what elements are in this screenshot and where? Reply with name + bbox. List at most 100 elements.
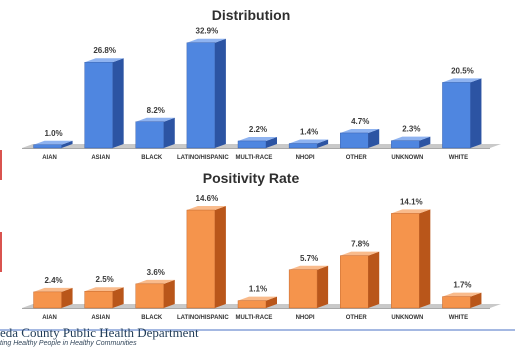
tick-label-other: OTHER xyxy=(346,155,368,161)
bar-top-other xyxy=(340,251,380,256)
bar-side-asian xyxy=(112,58,124,148)
bar-top-white xyxy=(442,78,482,83)
bar-top-asian xyxy=(84,287,124,292)
data-label-black: 8.2% xyxy=(147,106,165,115)
bar-asian xyxy=(84,58,124,149)
tick-label-latino-hispanic: LATINO/HISPANIC xyxy=(177,155,229,161)
tick-label-multi-race: MULTI-RACE xyxy=(236,315,273,321)
data-label-unknown: 14.1% xyxy=(400,197,423,206)
data-label-latino-hispanic: 32.9% xyxy=(196,27,219,36)
data-label-white: 20.5% xyxy=(451,66,474,75)
bar-front-white xyxy=(442,296,471,309)
bar-front-black xyxy=(135,121,164,149)
tick-label-unknown: UNKNOWN xyxy=(391,315,423,321)
bar-latino-hispanic xyxy=(186,38,226,149)
bar-side-multi-race xyxy=(266,136,277,148)
bar-other xyxy=(340,251,380,309)
bar-other xyxy=(340,128,380,149)
bar-aian xyxy=(33,140,73,149)
bar-front-nhopi xyxy=(288,143,318,149)
bar-top-multi-race xyxy=(238,136,277,141)
distribution-chart-title: Distribution xyxy=(212,7,291,23)
tick-label-latino-hispanic: LATINO/HISPANIC xyxy=(177,315,229,321)
data-label-nhopi: 1.4% xyxy=(300,128,318,137)
data-label-aian: 2.4% xyxy=(44,276,62,285)
bar-multi-race xyxy=(237,296,277,309)
bar-aian xyxy=(33,287,73,309)
bar-top-unknown xyxy=(391,136,431,141)
tick-label-multi-race: MULTI-RACE xyxy=(236,155,273,161)
tick-label-white: WHITE xyxy=(449,315,468,321)
bar-white xyxy=(442,78,482,149)
bar-top-multi-race xyxy=(238,296,277,301)
tick-label-nhopi: NHOPI xyxy=(296,315,315,321)
tick-label-black: BLACK xyxy=(141,315,163,321)
bar-side-latino-hispanic xyxy=(214,206,226,308)
department-name: eda County Public Health Department xyxy=(0,325,199,340)
tick-label-aian: AIAN xyxy=(42,155,57,161)
bar-black xyxy=(135,117,175,149)
data-label-asian: 2.5% xyxy=(96,275,114,284)
distribution-bar-chart: 1.0% AIAN 26.8% ASIAN 8.2% BLACK 32.9% LATINO/H… xyxy=(22,27,501,161)
data-label-other: 7.8% xyxy=(351,240,369,249)
bar-latino-hispanic xyxy=(186,206,226,309)
footer: eda County Public Health Department ting… xyxy=(0,326,300,348)
bar-front-white xyxy=(442,82,471,149)
bar-side-aian xyxy=(61,287,73,308)
bar-top-aian xyxy=(33,140,73,145)
bar-side-other xyxy=(368,128,380,148)
data-label-latino-hispanic: 14.6% xyxy=(196,194,219,203)
tick-label-black: BLACK xyxy=(141,155,163,161)
tick-label-asian: ASIAN xyxy=(91,155,110,161)
bar-side-other xyxy=(368,251,380,308)
bar-side-nhopi xyxy=(317,265,329,308)
bar-side-asian xyxy=(112,287,124,308)
bar-top-other xyxy=(340,128,380,133)
bar-black xyxy=(135,279,175,309)
bar-front-latino-hispanic xyxy=(186,209,216,309)
bar-front-unknown xyxy=(391,140,420,149)
tick-label-unknown: UNKNOWN xyxy=(391,155,423,161)
bar-front-multi-race xyxy=(237,300,267,309)
bar-top-nhopi xyxy=(289,139,329,144)
bar-top-black xyxy=(135,117,175,122)
department-tagline: ting Healthy People in Healthy Communiti… xyxy=(0,340,137,347)
tick-label-aian: AIAN xyxy=(42,315,57,321)
bar-front-aian xyxy=(33,144,62,149)
bar-nhopi xyxy=(288,139,329,149)
left-edge-mark-bottom xyxy=(0,232,2,272)
bar-side-nhopi xyxy=(317,139,329,148)
bar-side-black xyxy=(163,117,175,148)
data-label-white: 1.7% xyxy=(453,281,471,290)
bar-top-white xyxy=(442,292,482,297)
bar-nhopi xyxy=(288,265,329,309)
left-edge-mark-top xyxy=(0,150,2,180)
tick-label-asian: ASIAN xyxy=(91,315,110,321)
bar-side-unknown xyxy=(419,209,431,308)
bar-front-nhopi xyxy=(288,269,318,309)
tick-label-other: OTHER xyxy=(346,315,368,321)
bar-side-white xyxy=(470,78,482,148)
data-label-multi-race: 2.2% xyxy=(249,125,267,134)
data-label-aian: 1.0% xyxy=(44,129,62,138)
bar-side-unknown xyxy=(419,136,431,148)
bar-front-other xyxy=(340,132,369,149)
bar-top-asian xyxy=(84,58,124,63)
positivity-chart-title: Positivity Rate xyxy=(203,170,300,186)
bar-top-unknown xyxy=(391,209,431,214)
bar-front-asian xyxy=(84,62,113,149)
data-label-multi-race: 1.1% xyxy=(249,285,267,294)
bar-asian xyxy=(84,287,124,309)
bar-front-latino-hispanic xyxy=(186,42,216,149)
bar-side-aian xyxy=(61,140,73,148)
bar-side-black xyxy=(163,279,175,308)
bar-side-multi-race xyxy=(266,296,277,308)
bar-top-black xyxy=(135,279,175,284)
bar-multi-race xyxy=(237,136,277,149)
bar-front-black xyxy=(135,283,164,309)
positivity-bar-chart: 2.4% AIAN 2.5% ASIAN 3.6% BLACK 14.6% LATINO/HI… xyxy=(22,194,501,321)
data-label-unknown: 2.3% xyxy=(402,125,420,134)
bar-front-multi-race xyxy=(237,140,267,149)
bar-side-white xyxy=(470,292,482,308)
